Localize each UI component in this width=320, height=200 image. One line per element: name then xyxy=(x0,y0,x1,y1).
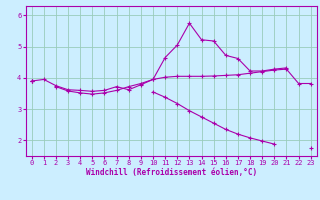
X-axis label: Windchill (Refroidissement éolien,°C): Windchill (Refroidissement éolien,°C) xyxy=(86,168,257,177)
